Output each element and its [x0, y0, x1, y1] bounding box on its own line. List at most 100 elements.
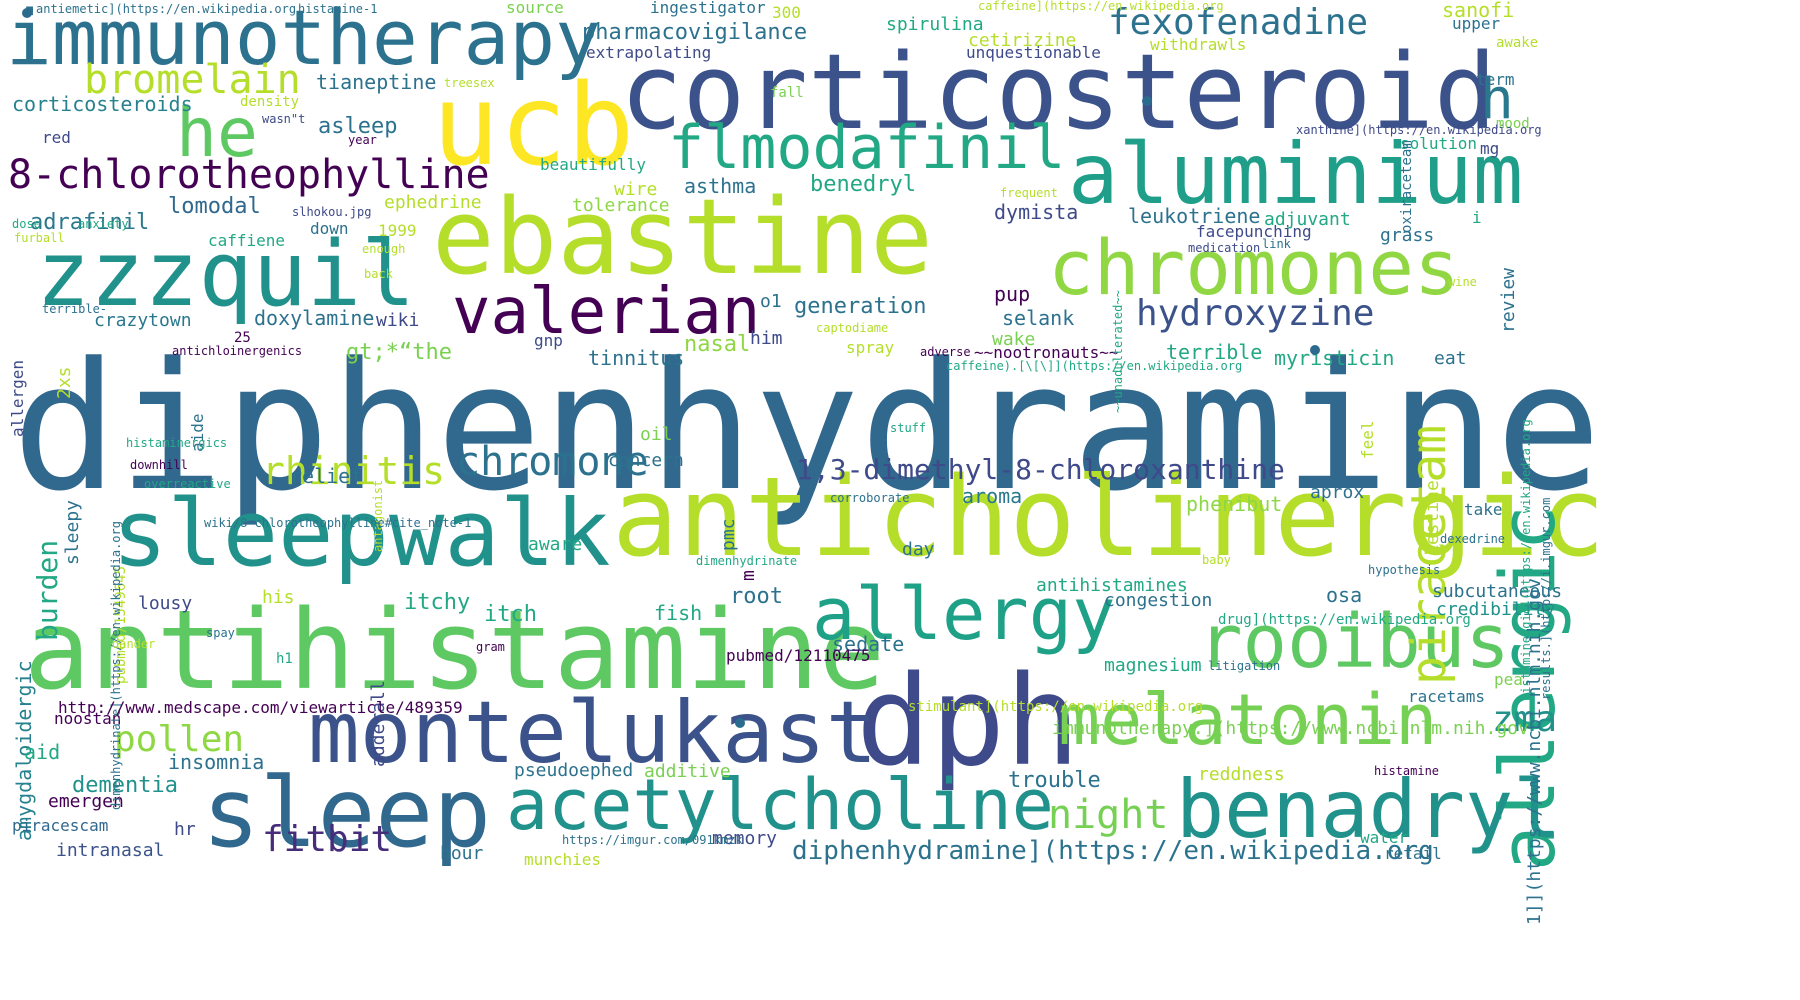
- word-zma: zma: [1492, 699, 1558, 740]
- word-relief: relief: [290, 464, 363, 488]
- word-subcutaneous: subcutaneous: [1432, 581, 1563, 602]
- word-anxiety: anxiety: [78, 217, 129, 231]
- word-melatonin: melatonin: [1058, 679, 1438, 761]
- word-h1: h1: [276, 651, 293, 667]
- word-drug-https-en-wikipedia-org: drug](https://en.wikipedia.org: [1218, 612, 1471, 628]
- word-dexedrine: dexedrine: [1440, 532, 1506, 546]
- word-tolerance: tolerance: [572, 195, 670, 216]
- word-zzzquil: zzzquil: [36, 222, 416, 327]
- word-rhinitis: rhinitis: [262, 449, 446, 493]
- word-lousy: lousy: [138, 593, 193, 614]
- word-pseudoephed: pseudoephed: [514, 760, 634, 781]
- word-wake: wake: [992, 329, 1036, 350]
- word-generation: generation: [794, 294, 927, 319]
- word-magnesium: magnesium: [1104, 655, 1202, 676]
- word-histaminergics: histaminergics: [126, 436, 228, 450]
- word-unquestionable: unquestionable: [966, 43, 1101, 62]
- word-itch: itch: [484, 602, 537, 627]
- word-sanofi: sanofi: [1442, 0, 1515, 22]
- word-m: m: [738, 570, 759, 581]
- word-phenibut: phenibut: [1186, 492, 1283, 516]
- word-gt-the: gt;*“the: [346, 340, 452, 365]
- dot-marker: [735, 718, 745, 728]
- word-bromelain: bromelain: [84, 57, 301, 103]
- word-captodiame: captodiame: [816, 321, 889, 335]
- word-allergy: allergy: [812, 572, 1116, 656]
- word-osa: osa: [1326, 583, 1363, 607]
- word-eat: eat: [1434, 348, 1467, 369]
- word-litigation: litigation: [1208, 659, 1281, 673]
- word-aroma: aroma: [962, 484, 1023, 508]
- word-gram: gram: [476, 640, 505, 654]
- word-racetams: racetams: [1408, 687, 1486, 706]
- word-hypothesis: hypothesis: [1368, 563, 1441, 577]
- word-immunotherapy-https-www-ncbi-nlm-nih-gov: immunotherapy.](https://www.ncbi.nlm.nih…: [1052, 718, 1529, 739]
- word-grass: grass: [1380, 225, 1435, 246]
- word-stuff: stuff: [890, 421, 927, 435]
- word-adjuvant: adjuvant: [1264, 209, 1351, 230]
- word-diphenhydramine: diphenhydramine: [12, 325, 1602, 530]
- word-doxylamine: doxylamine: [254, 306, 375, 330]
- word-treesex: treesex: [444, 76, 495, 90]
- word-o1: o1: [760, 291, 782, 312]
- word-credibility: credibility: [1436, 599, 1556, 620]
- word-frequent: frequent: [1000, 186, 1058, 200]
- word-burden: burden: [31, 539, 64, 641]
- word-intranasal: intranasal: [56, 840, 165, 861]
- word-aluminium: aluminium: [1068, 125, 1524, 223]
- word-tinnitus: tinnitus: [588, 346, 685, 370]
- word-corticosteroids: corticosteroids: [12, 92, 193, 116]
- word-water: water: [1360, 828, 1409, 847]
- word-congestion: congestion: [1104, 590, 1213, 611]
- word-withdrawls: withdrawls: [1150, 35, 1247, 54]
- word-extrapolating: extrapolating: [586, 43, 712, 62]
- word-dementia: dementia: [72, 773, 178, 798]
- word-him: him: [750, 328, 783, 349]
- word-concern: concern: [608, 450, 684, 471]
- word-term: term: [1476, 70, 1515, 89]
- word-dimenhydrinate: dimenhydrinate: [696, 554, 798, 568]
- word-antiemetic-https-en-wikipedia-org: antiemetic](https://en.wikipedia.org: [36, 2, 297, 16]
- word-spirulina: spirulina: [886, 14, 984, 35]
- word-adrafinil: adrafinil: [30, 210, 150, 235]
- word-https-imgur-com-091kmzk: https://imgur.com/091kmzk: [562, 833, 743, 847]
- word-additive: additive: [644, 761, 731, 782]
- word-solution: solution: [1400, 134, 1478, 153]
- word-wasn-t: wasn"t: [262, 112, 306, 126]
- word-http-www-medscape-com-viewarticle-489359: http://www.medscape.com/viewarticle/4893…: [58, 698, 463, 717]
- word-back: back: [364, 267, 393, 281]
- word-histamine: histamine: [1374, 764, 1440, 778]
- word-fexofenadine: fexofenadine: [1108, 2, 1369, 43]
- word-itchy: itchy: [404, 590, 471, 615]
- word-facepunching: facepunching: [1196, 222, 1312, 241]
- word-1-3-dimethyl-8-chloroxanthine: 1,3-dimethyl-8-chloroxanthine: [796, 453, 1285, 486]
- word-sleep: sleep: [202, 757, 491, 869]
- word-dymista: dymista: [994, 200, 1079, 224]
- word-allergen: allergen: [8, 359, 27, 437]
- word-diphenhydramine-https-en-wikipedia-org: diphenhydramine](https://en.wikipedia.or…: [792, 836, 1434, 866]
- dot-marker: [1310, 345, 1320, 355]
- word-ucb: ucb: [432, 61, 635, 191]
- word-nasal: nasal: [684, 332, 751, 357]
- word-chromone: chromone: [456, 439, 649, 485]
- word-hour: hour: [440, 843, 484, 864]
- word-pmc: pmc: [718, 518, 739, 551]
- word-feel: feel: [1358, 420, 1377, 459]
- word-caffeine-https-en-wikipedia-org: caffeine).[\[\]](https://en.wikipedia.or…: [946, 359, 1243, 373]
- word-dose: dose: [12, 217, 41, 231]
- word-histamine-1: histamine-1: [298, 2, 378, 16]
- word-sleepy: sleepy: [62, 499, 83, 565]
- word-benadryl: benadryl: [1176, 763, 1562, 856]
- word-flmodafinil: flmodafinil: [668, 113, 1066, 183]
- word-sedate: sedate: [832, 632, 905, 656]
- word-mood: mood: [1496, 116, 1530, 132]
- word-munchies: munchies: [524, 850, 602, 869]
- word-caffeine-https-en-wikipedia-org: caffeine](https://en.wikipedia.org: [978, 0, 1224, 13]
- word-fish: fish: [654, 601, 703, 625]
- word-nootronauts: ~~nootronauts~~: [974, 343, 1119, 362]
- word-fall: fall: [770, 85, 804, 101]
- word-wiki: wiki: [376, 310, 420, 331]
- word-oil: oil: [640, 424, 673, 445]
- word-pollen: pollen: [114, 719, 245, 760]
